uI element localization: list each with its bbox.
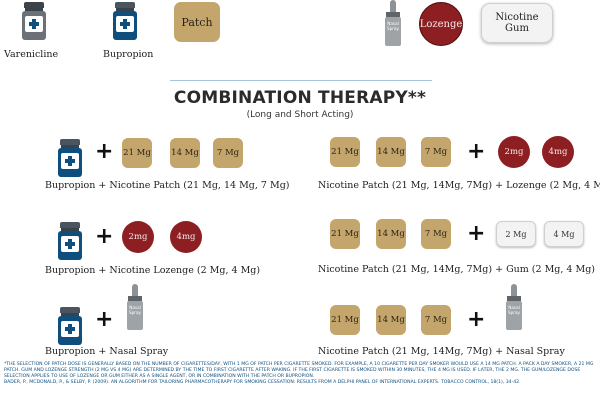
- patch-7mg: 7 Mg: [421, 219, 451, 249]
- combo-caption-bupropion-lozenge: Bupropion + Nicotine Lozenge (2 Mg, 4 Mg…: [45, 265, 261, 276]
- patch-7mg: 7 Mg: [421, 137, 451, 167]
- nasal-spray-icon: Nasal Spray: [384, 0, 402, 46]
- patch-21mg: 21 Mg: [330, 219, 360, 249]
- patch-14mg: 14 Mg: [376, 219, 406, 249]
- combo-caption-bupropion-spray: Bupropion + Nasal Spray: [45, 346, 169, 357]
- gum-icon: Nicotine Gum: [481, 3, 553, 43]
- lozenge-2mg: 2mg: [122, 221, 154, 253]
- nasal-spray-text: Nasal Spray: [386, 21, 400, 31]
- combo-caption-patch-gum: Nicotine Patch (21 Mg, 14Mg, 7Mg) + Gum …: [318, 264, 596, 275]
- patch-14mg: 14 Mg: [376, 305, 406, 335]
- pill-bottle-icon: [58, 139, 82, 177]
- bupropion-label: Bupropion: [103, 49, 154, 60]
- section-title: COMBINATION THERAPY**: [173, 88, 427, 108]
- patch-21mg: 21 Mg: [122, 138, 152, 168]
- pill-bottle-icon: [58, 222, 82, 260]
- lozenge-4mg: 4mg: [170, 221, 202, 253]
- combo-caption-patch-spray: Nicotine Patch (21 Mg, 14Mg, 7Mg) + Nasa…: [318, 346, 565, 357]
- varenicline-bottle-icon: [22, 2, 46, 40]
- varenicline-label: Varenicline: [4, 49, 59, 60]
- plus-icon: +: [95, 224, 114, 249]
- patch-14mg: 14 Mg: [376, 137, 406, 167]
- nasal-spray-icon: Nasal Spray: [505, 284, 523, 330]
- plus-icon: +: [95, 307, 114, 332]
- nasal-spray-text: Nasal Spray: [507, 305, 521, 315]
- lozenge-4mg: 4mg: [542, 136, 574, 168]
- patch-7mg: 7 Mg: [421, 305, 451, 335]
- combo-caption-patch-lozenge: Nicotine Patch (21 Mg, 14Mg, 7Mg) + Loze…: [318, 180, 600, 191]
- combo-caption-bupropion-patch: Bupropion + Nicotine Patch (21 Mg, 14 Mg…: [45, 180, 290, 191]
- patch-21mg: 21 Mg: [330, 137, 360, 167]
- patch-icon: Patch: [174, 2, 220, 42]
- plus-icon: +: [467, 307, 486, 332]
- nasal-spray-text: Nasal Spray: [128, 305, 142, 315]
- patch-7mg: 7 Mg: [213, 138, 243, 168]
- patch-21mg: 21 Mg: [330, 305, 360, 335]
- section-subtitle: (Long and Short Acting): [246, 110, 354, 120]
- patch-14mg: 14 Mg: [170, 138, 200, 168]
- footnote-text: *The selection of patch dose is generall…: [4, 362, 594, 379]
- nasal-spray-icon: Nasal Spray: [126, 284, 144, 330]
- bupropion-bottle-icon: [113, 2, 137, 40]
- plus-icon: +: [467, 139, 486, 164]
- plus-icon: +: [95, 139, 114, 164]
- pill-bottle-icon: [58, 307, 82, 345]
- lozenge-2mg: 2mg: [498, 136, 530, 168]
- lozenge-icon: Lozenge: [419, 2, 463, 46]
- gum-2mg: 2 Mg: [496, 221, 536, 247]
- plus-icon: +: [467, 221, 486, 246]
- footnote-citation: Bader, P., McDonald, P., & Selby, P. (20…: [4, 380, 521, 385]
- footnote: *The selection of patch dose is generall…: [4, 362, 596, 386]
- section-divider: [170, 80, 432, 81]
- gum-4mg: 4 Mg: [544, 221, 584, 247]
